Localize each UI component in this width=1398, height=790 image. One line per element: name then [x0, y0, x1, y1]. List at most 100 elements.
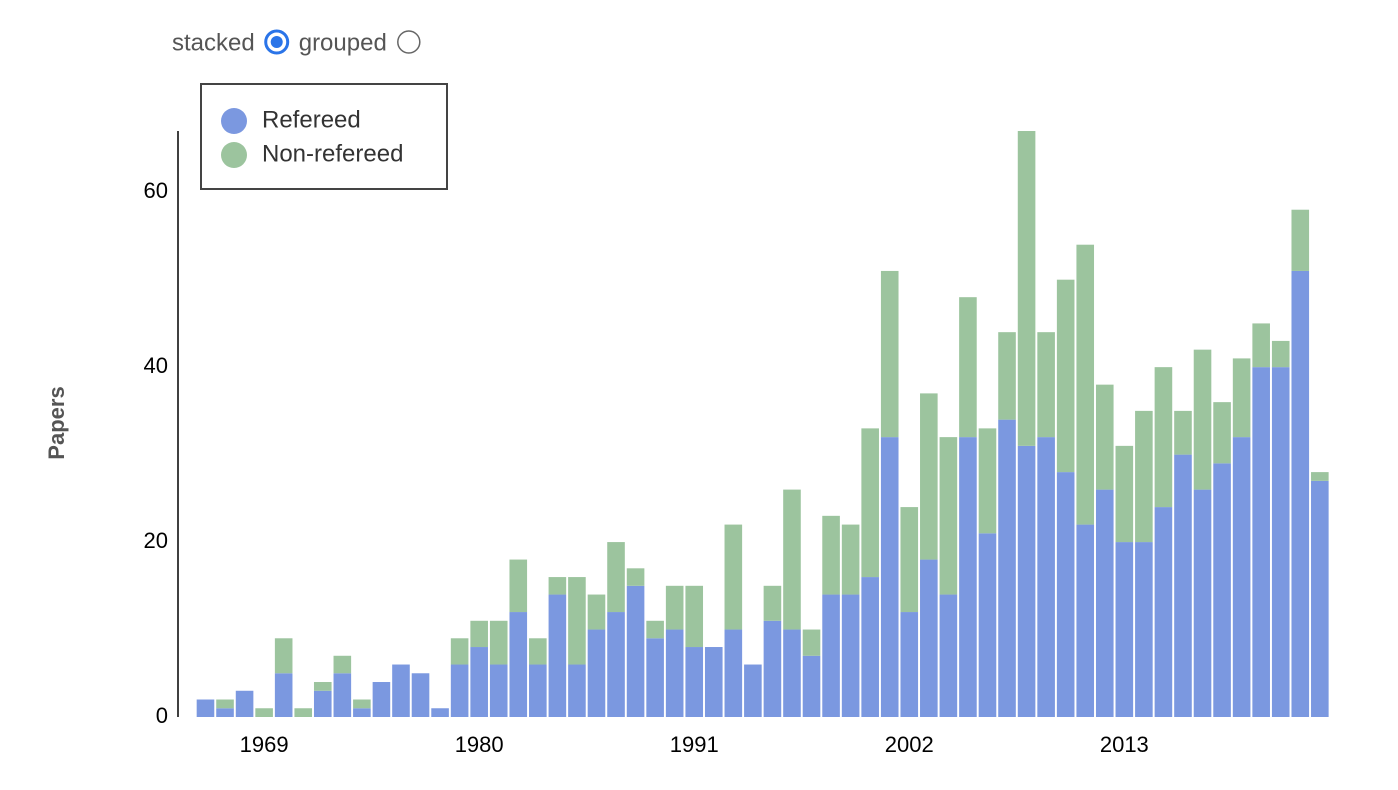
bar-segment — [861, 577, 879, 717]
bar-segment — [1095, 489, 1114, 717]
bar-segment — [548, 577, 567, 595]
bar-segment — [313, 682, 332, 691]
legend-swatch — [221, 142, 247, 168]
radio-unchecked[interactable] — [397, 30, 421, 54]
bar-segment — [900, 507, 919, 613]
bar-segment — [431, 708, 449, 717]
bar-segment — [470, 647, 488, 717]
radio-label[interactable]: stacked — [172, 29, 255, 56]
bar-segment — [763, 585, 782, 621]
bar-segment — [274, 673, 293, 717]
bar-segment — [1056, 472, 1075, 717]
bar-segment — [1076, 524, 1095, 717]
bar-segment — [978, 533, 997, 717]
bar-segment — [861, 428, 879, 578]
bar-segment — [1271, 367, 1290, 717]
bar-segment — [665, 629, 684, 717]
bar-segment — [939, 594, 958, 717]
bar-segment — [450, 664, 469, 717]
bar-segment — [568, 664, 586, 717]
bar-segment — [568, 577, 586, 665]
bar-segment — [1252, 323, 1270, 368]
bar-segment — [1271, 340, 1290, 368]
bar-segment — [783, 629, 801, 717]
y-tick-label: 20 — [144, 528, 168, 553]
radio-dot[interactable] — [270, 36, 283, 48]
bar-segment — [646, 620, 664, 639]
bar-segment — [626, 585, 645, 717]
bar-segment — [196, 699, 215, 717]
bar-segment — [1095, 384, 1114, 490]
bar-segment — [900, 612, 919, 717]
bar-segment — [783, 489, 801, 630]
bar-segment — [294, 708, 313, 717]
bar-segment — [1115, 542, 1134, 717]
bar-segment — [587, 594, 606, 630]
bar-segment — [1056, 279, 1075, 473]
bar-segment — [1193, 349, 1212, 490]
x-tick-label: 1991 — [670, 732, 719, 757]
bar-segment — [587, 629, 606, 717]
bar-segment — [1291, 209, 1310, 271]
bar-segment — [704, 647, 723, 717]
x-tick-label: 2002 — [885, 732, 934, 757]
bar-segment — [1017, 445, 1036, 717]
bar-segment — [1017, 131, 1036, 446]
bar-segment — [665, 585, 684, 630]
bar-segment — [333, 673, 352, 717]
bar-segment — [392, 664, 410, 717]
bar-segment — [724, 629, 743, 717]
bar-segment — [998, 419, 1016, 717]
legend-swatch — [221, 108, 247, 134]
bar-segment — [353, 708, 371, 717]
bar-segment — [1154, 507, 1173, 717]
bar-segment — [372, 682, 391, 717]
bar-segment — [1135, 542, 1153, 717]
bar-segment — [1174, 410, 1192, 455]
bar-segment — [1252, 367, 1270, 717]
bar-segment — [313, 690, 332, 717]
bar-segment — [920, 393, 938, 560]
bar-segment — [744, 664, 762, 717]
bar-segment — [529, 664, 547, 717]
bar-segment — [1037, 437, 1055, 717]
bar-segment — [841, 524, 860, 595]
bar-segment — [607, 542, 625, 613]
bar-segment — [509, 559, 528, 613]
bar-segment — [255, 708, 273, 717]
bar-segment — [1213, 402, 1231, 464]
bar-segment — [1174, 454, 1192, 717]
bar-segment — [470, 620, 488, 648]
bar-segment — [1076, 244, 1095, 525]
bar-segment — [1193, 489, 1212, 717]
bar-segment — [880, 437, 899, 717]
bar-segment — [1037, 332, 1055, 438]
bar-segment — [685, 647, 704, 717]
bar-segment — [489, 664, 508, 717]
bar-segment — [1311, 480, 1329, 717]
x-tick-label: 2013 — [1100, 732, 1149, 757]
bar-segment — [880, 270, 899, 438]
x-tick-label: 1980 — [455, 732, 504, 757]
bar-segment — [841, 594, 860, 717]
radio-label[interactable]: grouped — [299, 29, 387, 56]
y-tick-label: 60 — [144, 178, 168, 203]
bar-segment — [274, 638, 293, 674]
bar-segment — [509, 612, 528, 717]
bar-segment — [1213, 463, 1231, 717]
legend-label: Refereed — [262, 106, 361, 133]
bar-segment — [802, 629, 821, 656]
bar-segment — [529, 638, 547, 665]
bar-segment — [998, 332, 1016, 420]
y-tick-label: 0 — [156, 703, 168, 728]
y-axis-label: Papers — [44, 386, 69, 459]
bar-segment — [939, 437, 958, 595]
bar-segment — [1154, 367, 1173, 508]
y-tick-label: 40 — [144, 353, 168, 378]
bar-segment — [235, 690, 254, 717]
bar-segment — [1135, 410, 1153, 543]
legend-label: Non-refereed — [262, 140, 403, 167]
bar-segment — [1291, 270, 1310, 717]
bar-segment — [216, 699, 234, 709]
